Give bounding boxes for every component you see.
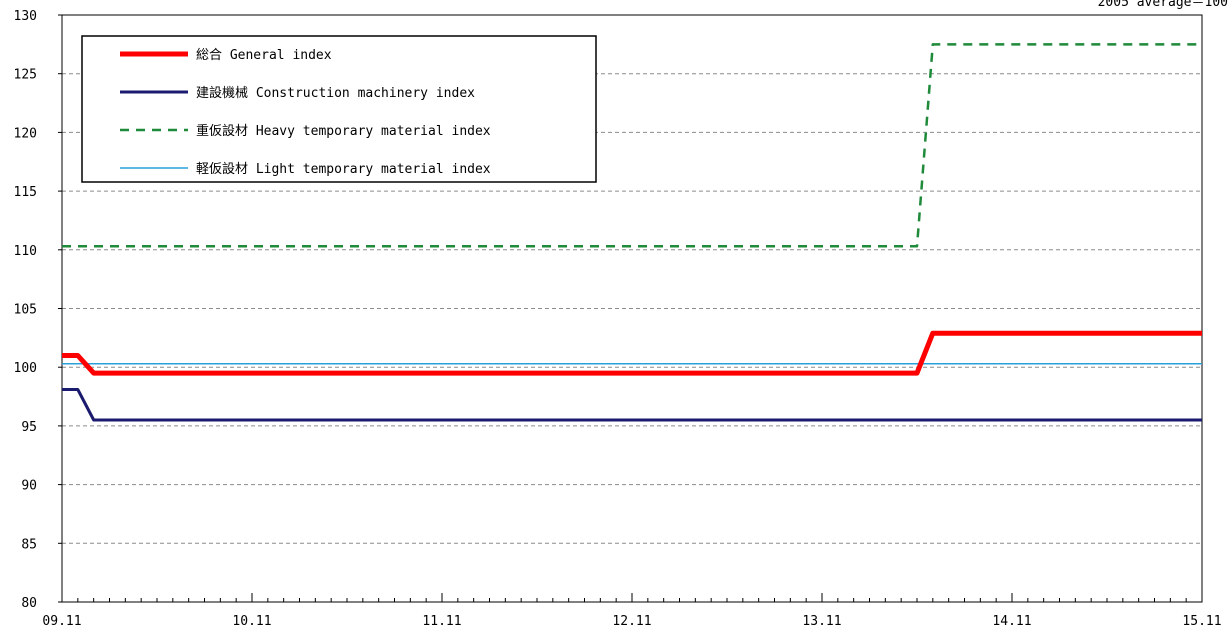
y-tick-label: 110 xyxy=(14,244,37,259)
legend: 総合 General index 建設機械 Construction machin… xyxy=(81,35,597,183)
x-tick-label: 10.11 xyxy=(232,614,271,629)
series-line-1 xyxy=(62,330,1202,376)
y-tick-label: 80 xyxy=(21,596,37,611)
series-line-3 xyxy=(62,43,1202,248)
y-tick-label: 100 xyxy=(14,361,37,376)
legend-label-1: 総合 General index xyxy=(196,48,332,63)
y-tick-label: 105 xyxy=(14,303,37,318)
legend-label-2: 建設機械 Construction machinery index xyxy=(196,85,475,101)
legend-box xyxy=(81,35,597,183)
chart-note: 2005 average＝100 xyxy=(1098,0,1228,10)
y-tick-label: 120 xyxy=(14,126,37,141)
y-tick-label: 95 xyxy=(21,420,37,435)
x-tick-label: 13.11 xyxy=(802,614,841,629)
axes: 80 85 90 95 100 105 110 115 120 125 130 09.11 10.11 1… xyxy=(14,9,1222,629)
y-tick-label: 130 xyxy=(14,9,37,24)
series-line-2 xyxy=(62,388,1202,422)
y-tick-label: 115 xyxy=(14,185,37,200)
x-tick-label: 11.11 xyxy=(422,614,461,629)
series-layer xyxy=(62,43,1202,422)
legend-label-3: 重仮設材 Heavy temporary material index xyxy=(196,123,491,139)
y-tick-label: 85 xyxy=(21,537,37,552)
legend-label-4: 軽仮設材 Light temporary material index xyxy=(196,161,491,177)
x-tick-label: 15.11 xyxy=(1182,614,1221,629)
x-tick-label: 12.11 xyxy=(612,614,651,629)
x-tick-label: 09.11 xyxy=(42,614,81,629)
y-tick-label: 90 xyxy=(21,479,37,494)
y-tick-label: 125 xyxy=(14,68,37,83)
x-tick-label: 14.11 xyxy=(992,614,1031,629)
